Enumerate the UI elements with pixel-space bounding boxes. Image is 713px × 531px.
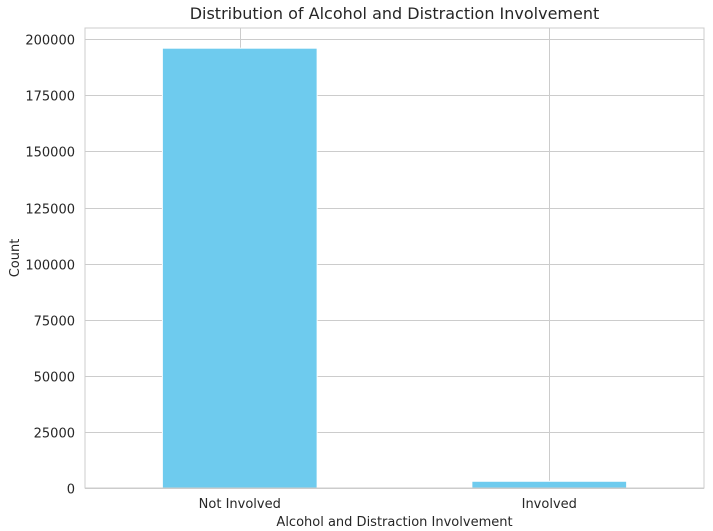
x-tick-label: Involved	[522, 497, 577, 512]
y-tick-label: 50000	[34, 371, 75, 386]
y-axis-label: Count	[8, 239, 23, 278]
y-tick-label: 100000	[25, 259, 75, 274]
bar-layer	[161, 47, 628, 489]
x-tick-label: Not Involved	[199, 497, 281, 512]
x-tick-labels: Not Involved Involved	[199, 497, 577, 512]
chart-title: Distribution of Alcohol and Distraction …	[190, 4, 600, 23]
y-tick-label: 25000	[34, 427, 75, 442]
y-tick-label: 0	[67, 483, 75, 498]
y-tick-label: 150000	[25, 146, 75, 161]
y-tick-labels: 0 25000 50000 75000 100000 125000 150000 175000…	[25, 34, 75, 498]
plot-frame	[84, 27, 705, 489]
x-axis-label: Alcohol and Distraction Involvement	[276, 515, 512, 530]
y-tick-label: 75000	[34, 315, 75, 330]
y-tick-label: 175000	[25, 90, 75, 105]
bar-involved	[471, 480, 628, 489]
y-tick-label: 200000	[25, 34, 75, 49]
y-tick-label: 125000	[25, 203, 75, 218]
bar-not-involved	[161, 47, 318, 489]
